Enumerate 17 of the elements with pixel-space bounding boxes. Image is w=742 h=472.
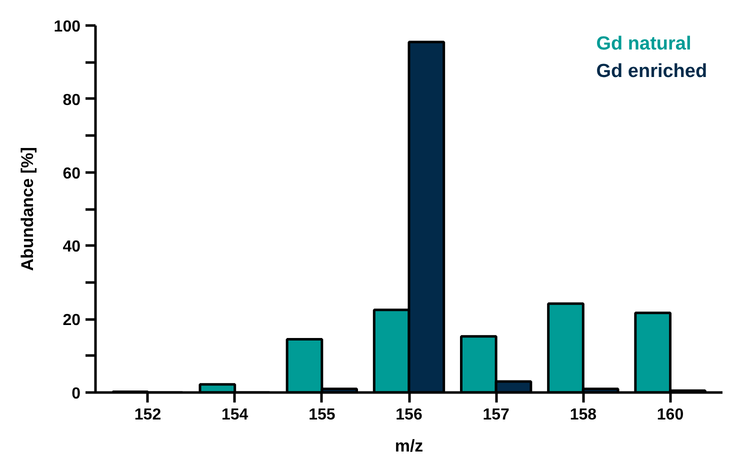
y-tick-label: 20 <box>62 312 81 330</box>
x-tick-label: 157 <box>482 406 510 424</box>
y-tick-label: 40 <box>62 238 81 256</box>
x-tick-label: 160 <box>656 406 684 424</box>
x-tick-label: 156 <box>396 406 422 424</box>
y-axis-title: Abundance [%] <box>18 147 37 271</box>
x-tick-label: 152 <box>134 406 162 424</box>
x-tick-label: 158 <box>570 406 597 424</box>
y-tick-label: 60 <box>62 165 81 182</box>
x-tick-label: 155 <box>308 406 336 424</box>
y-tick-label: 100 <box>54 18 81 36</box>
text: Gd natural <box>596 33 692 54</box>
y-tick-label: 0 <box>72 386 81 402</box>
y-tick-label: 80 <box>62 92 81 109</box>
text: Gd enriched <box>596 60 708 82</box>
x-axis-title: m/z <box>394 436 424 456</box>
x-tick-label: 154 <box>221 406 248 424</box>
